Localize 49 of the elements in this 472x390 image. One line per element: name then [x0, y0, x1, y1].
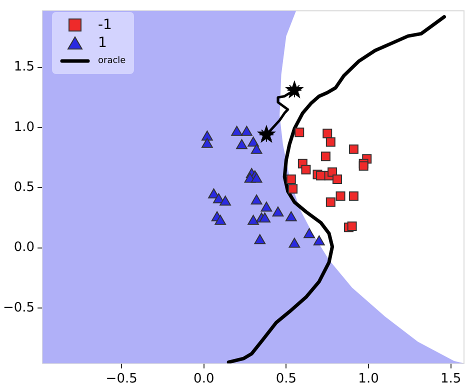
point: [294, 128, 304, 138]
point: [288, 238, 300, 248]
point: [248, 136, 259, 147]
point: [250, 194, 262, 204]
y-tick-label: 1.5: [14, 60, 35, 75]
point: [336, 191, 346, 201]
point: [220, 196, 231, 206]
point: [348, 191, 358, 201]
point: [231, 126, 243, 136]
point: [259, 212, 271, 222]
point: [332, 174, 342, 184]
y-tick-label: 0.5: [14, 180, 35, 196]
point: [301, 164, 311, 174]
point: [304, 228, 315, 238]
x-tick-label: −0.5: [106, 372, 138, 387]
point: [347, 221, 357, 231]
point: [322, 128, 332, 138]
point: [285, 211, 297, 222]
y-tick-label: −0.5: [2, 300, 35, 316]
point: [286, 174, 296, 184]
x-tick-label: 0.0: [194, 372, 214, 387]
point: [348, 144, 358, 154]
point: [272, 206, 284, 216]
point: [250, 172, 262, 183]
point: [201, 130, 213, 141]
point: [313, 235, 325, 246]
point: [250, 144, 262, 154]
point: [358, 161, 368, 171]
legend-label: 1: [98, 34, 107, 52]
x-tick-label: 0.5: [276, 372, 297, 387]
point: [236, 139, 248, 150]
point: [208, 188, 220, 198]
point: [201, 138, 213, 148]
point: [241, 126, 252, 136]
point: [316, 170, 326, 180]
point: [248, 214, 259, 225]
x-tick-label: 1.5: [440, 372, 462, 387]
legend-label: oracle: [98, 55, 126, 68]
y-tick-label: 0.0: [14, 240, 35, 256]
y-tick-label: 1.0: [14, 120, 35, 135]
point: [254, 234, 266, 244]
point: [326, 197, 336, 207]
legend-label: -1: [98, 16, 112, 34]
point: [320, 152, 330, 162]
point: [260, 202, 272, 212]
x-tick-label: 1.0: [358, 372, 379, 387]
point: [326, 137, 336, 147]
point: [214, 214, 226, 225]
point: [288, 184, 298, 194]
